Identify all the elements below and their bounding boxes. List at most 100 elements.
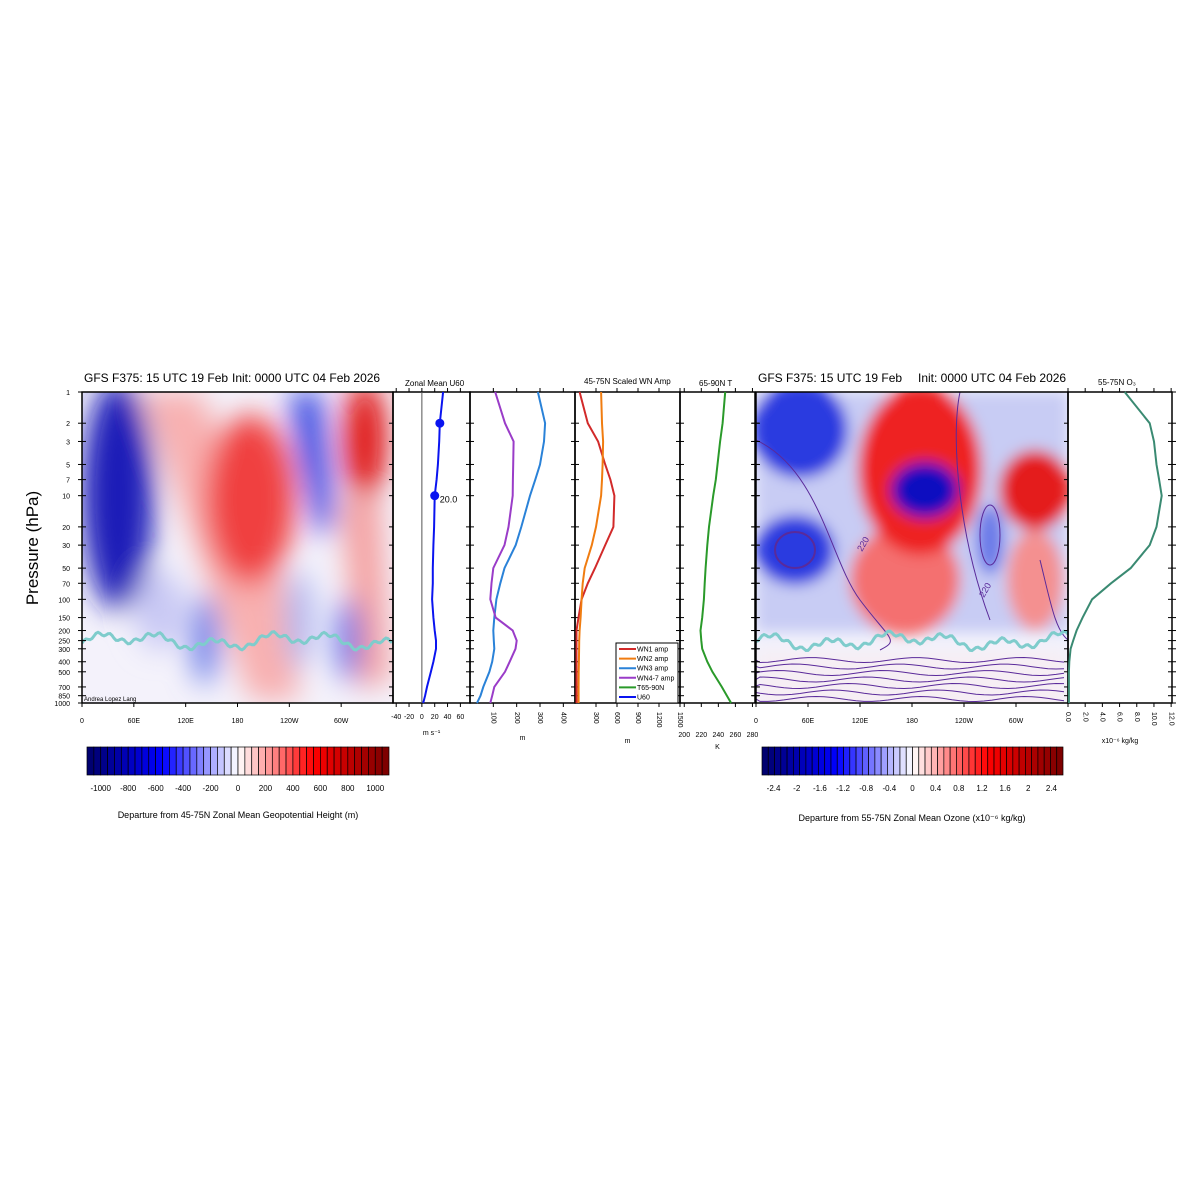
legend-entry: WN2 amp bbox=[637, 656, 668, 663]
pressure-tick-label: 400 bbox=[58, 660, 70, 667]
colorbar-box bbox=[943, 746, 951, 776]
u60-marker bbox=[430, 491, 440, 501]
pressure-tick-label: 850 bbox=[58, 694, 70, 701]
colorbar-box bbox=[956, 746, 964, 776]
legend-entry: T65-90N bbox=[637, 685, 664, 692]
u60-title: Zonal Mean U60 bbox=[405, 379, 465, 388]
colorbar-box bbox=[993, 746, 1001, 776]
x-tick-label: 2.0 bbox=[1081, 712, 1088, 722]
height-departure-heatmap bbox=[82, 392, 393, 703]
colorbar-tick-label: 2 bbox=[1026, 784, 1031, 793]
colorbar-box bbox=[962, 746, 970, 776]
left-title: GFS F375: 15 UTC 19 Feb bbox=[84, 371, 228, 385]
x-axis-unit: m bbox=[520, 735, 526, 742]
u60-marker-label: 20.0 bbox=[440, 495, 458, 505]
colorbar-box bbox=[1025, 746, 1032, 776]
colorbar-box bbox=[843, 746, 851, 776]
colorbar-box bbox=[127, 746, 136, 776]
x-axis-unit: K bbox=[715, 744, 720, 751]
colorbar-box bbox=[805, 746, 813, 776]
colorbar-tick-label: 1.2 bbox=[976, 784, 988, 793]
x-tick-label: 60 bbox=[456, 714, 464, 721]
colorbar-tick-label: 400 bbox=[286, 784, 300, 793]
colorbar-box bbox=[306, 746, 314, 776]
legend-entry: WN3 amp bbox=[637, 666, 668, 673]
colorbar-box bbox=[313, 746, 321, 776]
colorbar-tick-label: 2.4 bbox=[1046, 784, 1058, 793]
longitude-tick-label: 120W bbox=[955, 718, 974, 725]
colorbar-box bbox=[374, 746, 383, 776]
colorbar-box bbox=[793, 746, 800, 776]
colorbar-box bbox=[818, 746, 826, 776]
pressure-tick-label: 2 bbox=[66, 421, 70, 428]
pressure-tick-label: 1000 bbox=[54, 701, 70, 708]
colorbar-box bbox=[217, 746, 225, 776]
colorbar-tick-label: -2.4 bbox=[767, 784, 781, 793]
colorbar-box bbox=[774, 746, 782, 776]
pressure-tick-label: 5 bbox=[66, 462, 70, 469]
x-tick-label: 220 bbox=[695, 732, 707, 739]
colorbar-tick-label: -0.4 bbox=[882, 784, 896, 793]
longitude-tick-label: 180 bbox=[232, 718, 244, 725]
series-line-o3 bbox=[1067, 391, 1163, 703]
tropopause-line bbox=[756, 629, 1068, 653]
colorbar-tick-label: 0.4 bbox=[930, 784, 942, 793]
colorbar-box bbox=[196, 746, 205, 776]
colorbar-tick-label: 600 bbox=[314, 784, 328, 793]
colorbar-box bbox=[223, 746, 232, 776]
colorbar-tick-label: -1000 bbox=[90, 784, 111, 793]
y-axis-label: Pressure (hPa) bbox=[23, 491, 42, 605]
pressure-tick-label: 10 bbox=[62, 494, 70, 501]
colorbar-box bbox=[278, 746, 287, 776]
colorbar-label-right: Departure from 55-75N Zonal Mean Ozone (… bbox=[798, 813, 1025, 823]
colorbar-tick-label: 0.8 bbox=[953, 784, 965, 793]
colorbar-box bbox=[868, 746, 876, 776]
legend-entry: U60 bbox=[637, 695, 650, 702]
colorbar-box bbox=[767, 746, 775, 776]
colorbar-box bbox=[761, 746, 769, 776]
colorbar-box bbox=[987, 746, 995, 776]
longitude-tick-label: 120E bbox=[852, 718, 869, 725]
colorbar-box bbox=[830, 746, 838, 776]
pressure-tick-label: 200 bbox=[58, 629, 70, 636]
x-tick-label: 200 bbox=[678, 732, 690, 739]
colorbar-box bbox=[251, 746, 259, 776]
colorbar-box bbox=[210, 746, 218, 776]
panel-frame-u60 bbox=[392, 391, 471, 704]
wn-title: 45-75N Scaled WN Amp bbox=[584, 377, 671, 386]
x-tick-label: 8.0 bbox=[1133, 712, 1140, 722]
colorbar-box bbox=[292, 746, 301, 776]
colorbar-tick-label: -800 bbox=[120, 784, 137, 793]
colorbar-box bbox=[93, 746, 102, 776]
x-tick-label: 0 bbox=[420, 714, 424, 721]
colorbar-box bbox=[912, 746, 920, 776]
x-tick-label: 280 bbox=[747, 732, 759, 739]
colorbar-box bbox=[320, 746, 328, 776]
x-tick-label: 400 bbox=[559, 712, 566, 724]
colorbar-box bbox=[162, 746, 170, 776]
colorbar-box bbox=[244, 746, 253, 776]
colorbar-box bbox=[326, 746, 335, 776]
colorbar-box bbox=[786, 746, 794, 776]
colorbar-box bbox=[155, 746, 163, 776]
colorbar-box bbox=[203, 746, 211, 776]
pressure-tick-label: 20 bbox=[62, 525, 70, 532]
colorbar-box bbox=[354, 746, 362, 776]
series-line-wn3-amp bbox=[476, 391, 547, 704]
x-tick-label: 1200 bbox=[655, 712, 662, 728]
colorbar-box bbox=[811, 746, 819, 776]
u60-marker bbox=[435, 418, 445, 428]
longitude-tick-label: 180 bbox=[906, 718, 918, 725]
colorbar-box bbox=[974, 746, 982, 776]
colorbar-box bbox=[141, 746, 150, 776]
colorbar-box bbox=[265, 746, 273, 776]
pressure-tick-label: 100 bbox=[58, 597, 70, 604]
colorbar-box bbox=[1050, 746, 1058, 776]
pressure-tick-label: 250 bbox=[58, 639, 70, 646]
longitude-tick-label: 120E bbox=[177, 718, 194, 725]
colorbar-box bbox=[361, 746, 369, 776]
colorbar-box bbox=[855, 746, 863, 776]
colorbar-tick-label: -600 bbox=[148, 784, 165, 793]
x-tick-label: 240 bbox=[713, 732, 725, 739]
colorbar-box bbox=[937, 746, 945, 776]
